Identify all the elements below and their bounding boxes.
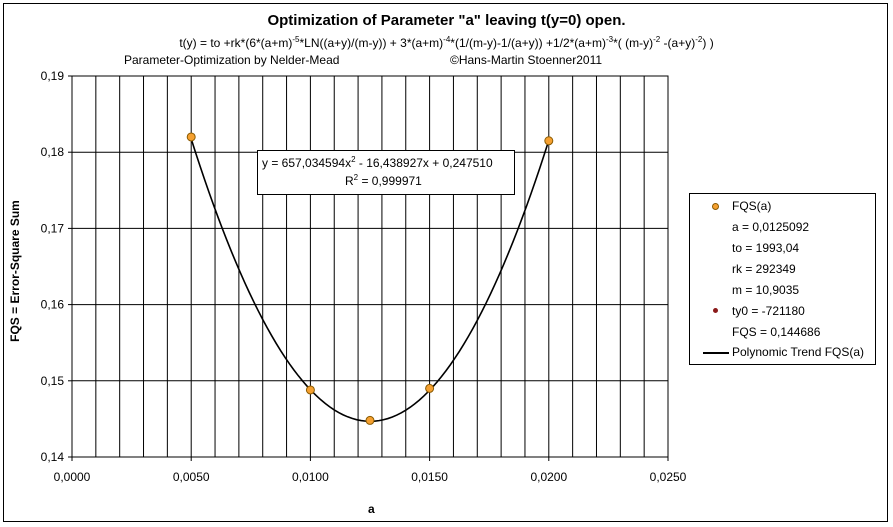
subtitle-copyright: ©Hans-Martin Stoenner2011 bbox=[450, 53, 603, 67]
grid bbox=[72, 76, 668, 457]
y-tick-label: 0,16 bbox=[41, 298, 65, 312]
r-squared: R2 = 0,999971 bbox=[345, 173, 422, 188]
data-point bbox=[425, 383, 435, 393]
formula-exp-5: -2 bbox=[695, 35, 703, 44]
chart-formula: t(y) = to +rk*(6*(a+m)-5*LN((a+y)/(m-y))… bbox=[0, 35, 893, 50]
legend-param-a: a = 0,0125092 bbox=[732, 220, 810, 234]
legend-param-rk: rk = 292349 bbox=[732, 262, 796, 276]
formula-part-5: -(a+y) bbox=[660, 36, 696, 50]
trendline-equation-box: y = 657,034594x2 - 16,438927x + 0,247510… bbox=[257, 150, 515, 195]
equation-text-b: - 16,438927x + 0,247510 bbox=[355, 156, 493, 170]
legend-fqs-value: FQS = 0,144686 bbox=[732, 325, 821, 339]
x-tick-label: 0,0050 bbox=[173, 470, 210, 484]
formula-part-4: *( (m-y) bbox=[613, 36, 654, 50]
x-tick-label: 0,0100 bbox=[292, 470, 329, 484]
data-point bbox=[186, 132, 196, 142]
equation-exp: 2 bbox=[351, 155, 356, 164]
formula-part-3: *(1/(m-y)-1/(a+y)) +1/2*(a+m) bbox=[450, 36, 606, 50]
y-tick-label: 0,18 bbox=[41, 145, 65, 159]
formula-exp-1: -5 bbox=[292, 35, 300, 44]
data-point bbox=[305, 385, 315, 395]
formula-part-2: *LN((a+y)/(m-y)) + 3*(a+m) bbox=[299, 36, 444, 50]
subtitle-method: Parameter-Optimization by Nelder-Mead bbox=[124, 53, 340, 67]
x-tick-label: 0,0150 bbox=[411, 470, 448, 484]
r2-exp: 2 bbox=[353, 173, 359, 182]
formula-exp-4: -2 bbox=[653, 35, 661, 44]
trendline-equation: y = 657,034594x2 - 16,438927x + 0,247510 bbox=[262, 155, 493, 170]
legend-param-m: m = 10,9035 bbox=[732, 283, 800, 297]
data-point bbox=[365, 415, 375, 425]
formula-exp-3: -3 bbox=[605, 35, 614, 44]
y-tick-label: 0,17 bbox=[41, 221, 65, 235]
tick-labels: 0,0000 0,0050 0,0100 0,0150 0,0200 0,0250 0,14… bbox=[41, 69, 687, 484]
data-point bbox=[544, 136, 554, 146]
chart-title: Optimization of Parameter "a" leaving t(… bbox=[267, 12, 626, 29]
formula-part-1: t(y) = to +rk*(6*(a+m) bbox=[179, 36, 293, 50]
equation-text-a: y = 657,034594x bbox=[262, 156, 352, 170]
y-tick-label: 0,19 bbox=[41, 69, 65, 83]
r2-text-b: = 0,999971 bbox=[358, 174, 422, 188]
y-axis-label: FQS = Error-Square Sum bbox=[8, 200, 22, 342]
legend-param-to: to = 1993,04 bbox=[732, 241, 800, 255]
legend-line-trend bbox=[703, 352, 729, 354]
r2-text-a: R bbox=[345, 174, 354, 188]
axis-ticks bbox=[68, 75, 669, 461]
legend-marker-ty0 bbox=[713, 308, 718, 313]
y-tick-label: 0,15 bbox=[41, 374, 65, 388]
data-points bbox=[186, 132, 554, 425]
y-tick-label: 0,14 bbox=[41, 450, 65, 464]
legend-marker-fqs bbox=[712, 203, 719, 210]
plot-area bbox=[71, 75, 669, 458]
x-tick-label: 0,0000 bbox=[54, 470, 91, 484]
formula-exp-2: -4 bbox=[443, 35, 451, 44]
x-tick-label: 0,0250 bbox=[650, 470, 687, 484]
x-axis-label: a bbox=[368, 502, 375, 516]
legend: FQS(a) a = 0,0125092 to = 1993,04 rk = 2… bbox=[689, 193, 876, 365]
legend-trend: Polynomic Trend FQS(a) bbox=[732, 345, 865, 359]
legend-ty0: ty0 = -721180 bbox=[732, 304, 805, 318]
legend-series-fqs: FQS(a) bbox=[732, 199, 772, 213]
x-tick-label: 0,0200 bbox=[530, 470, 567, 484]
formula-part-6: ) ) bbox=[702, 36, 714, 50]
